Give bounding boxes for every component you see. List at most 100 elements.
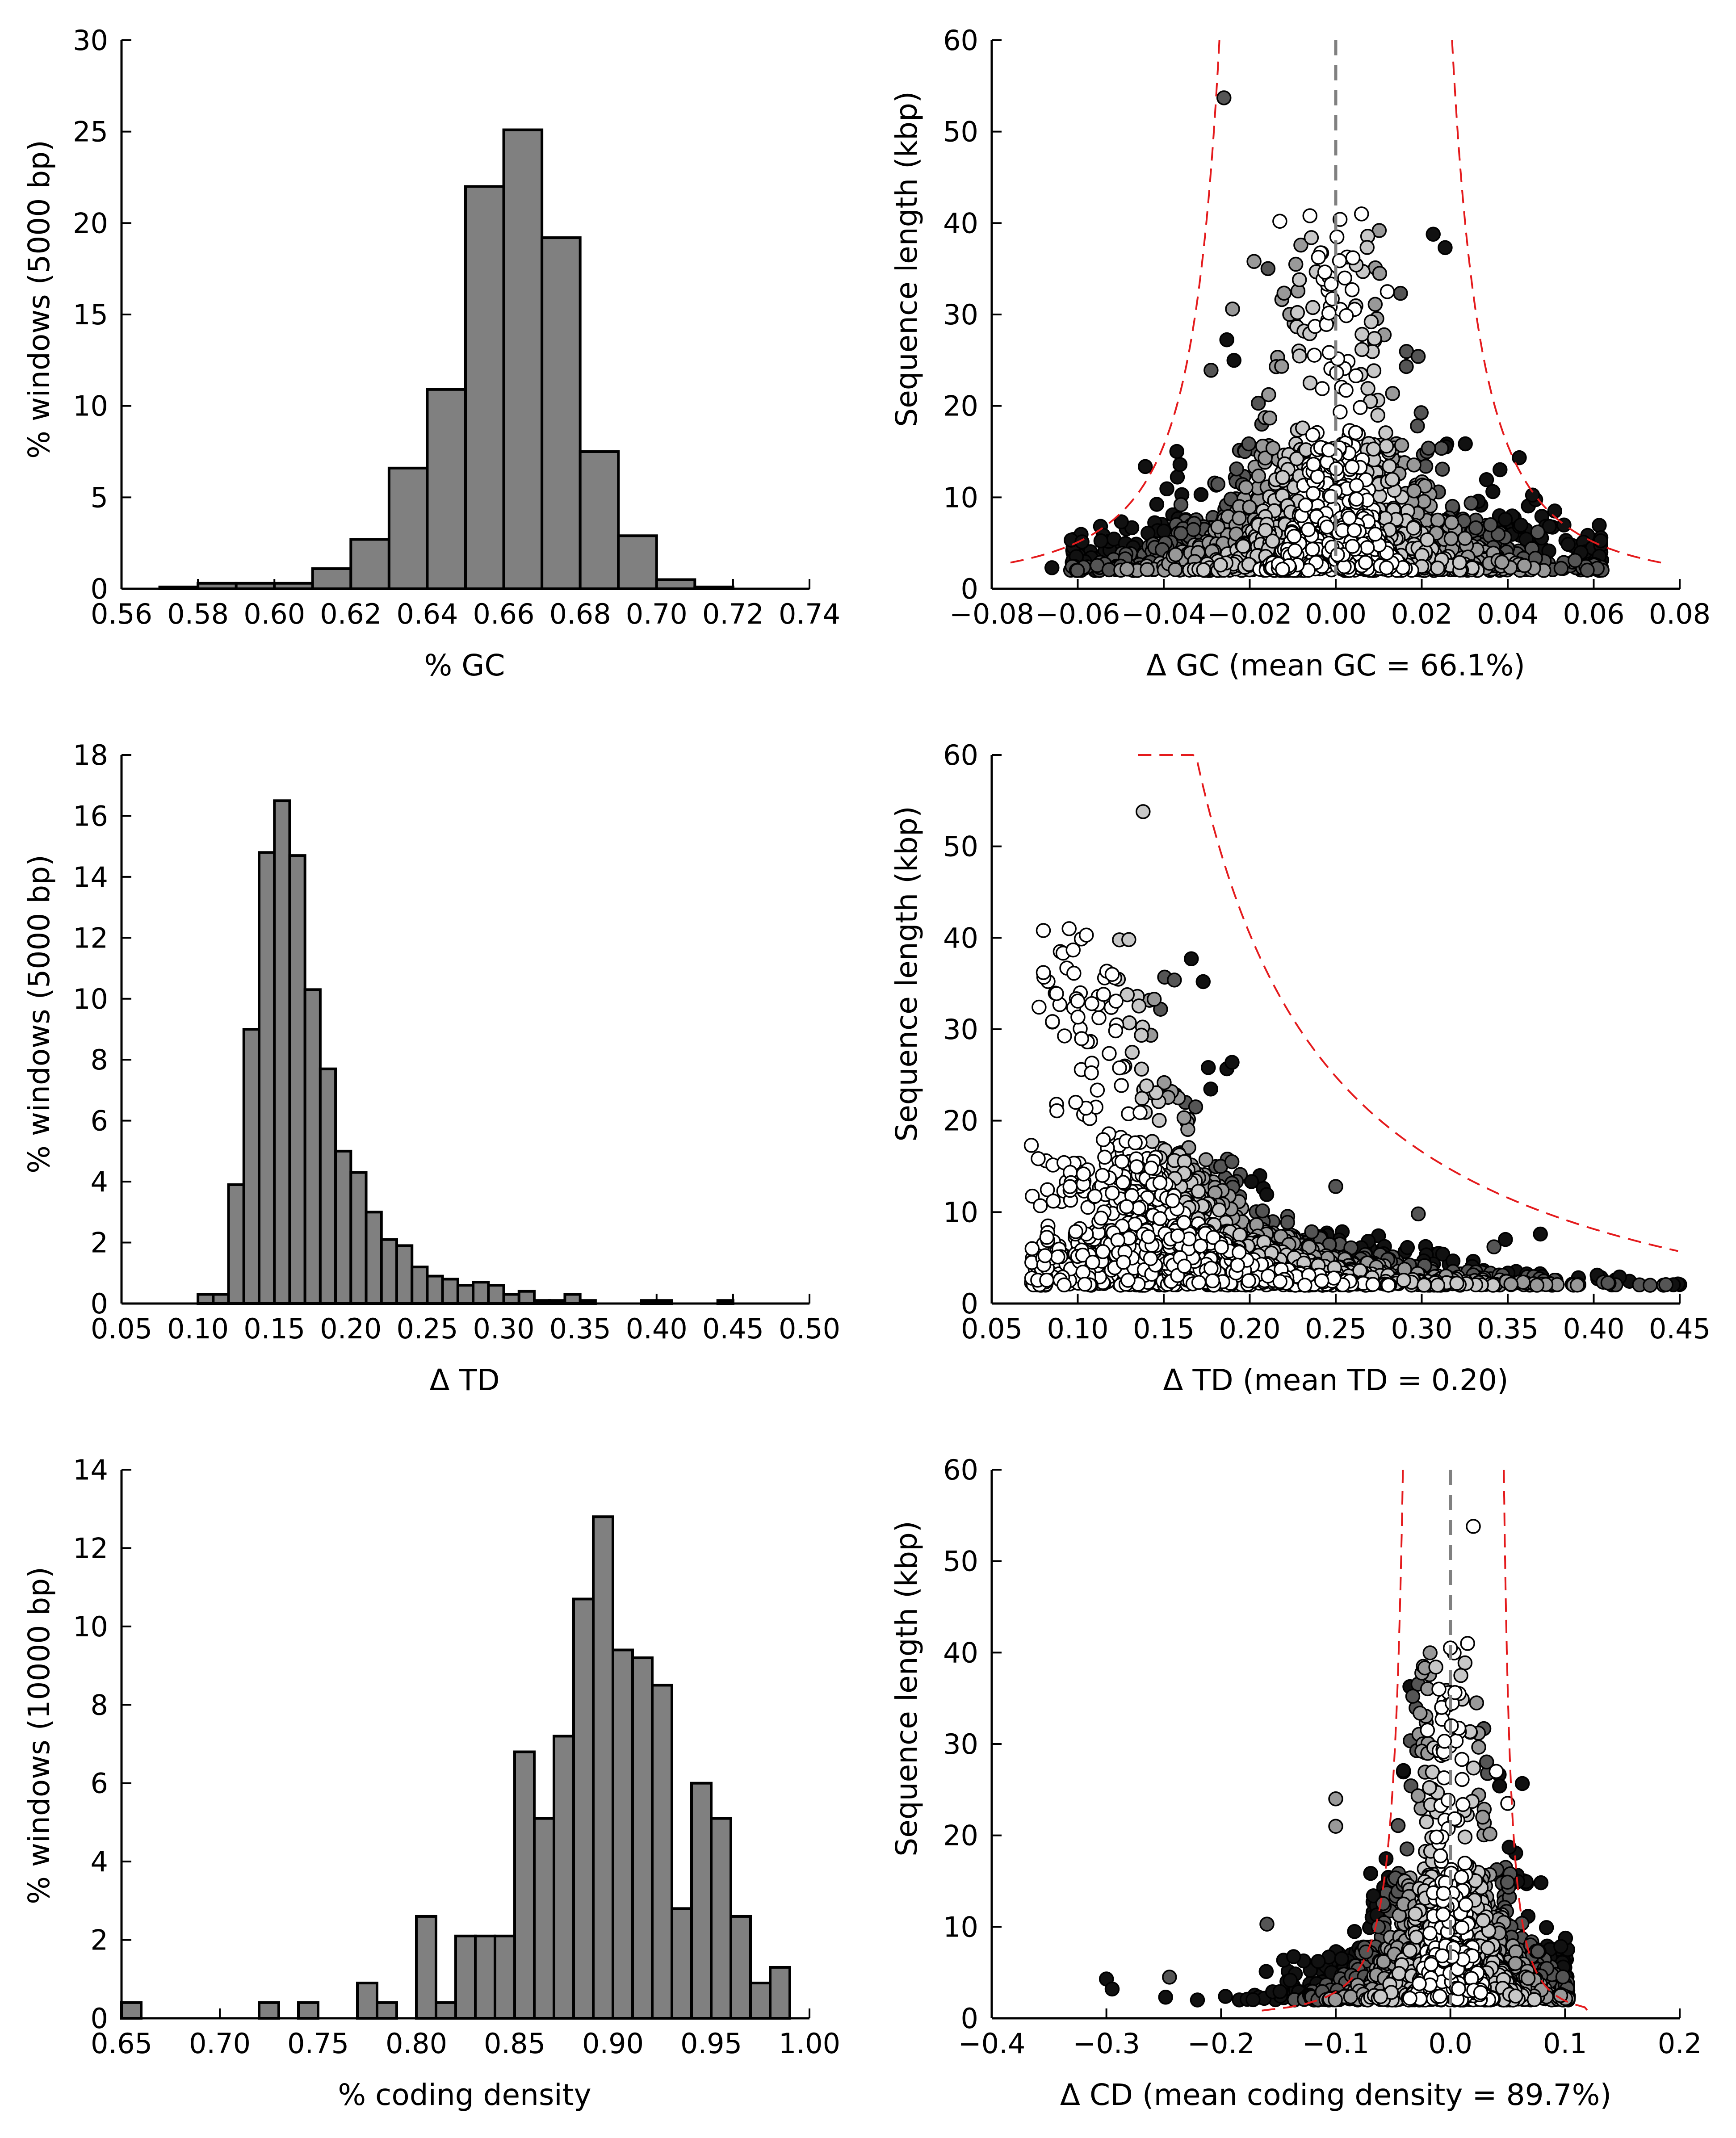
scatter-point xyxy=(1205,1273,1220,1289)
scatter-point xyxy=(1400,1240,1415,1255)
scatter-point xyxy=(1112,1060,1127,1076)
histogram-bar xyxy=(376,2001,398,2020)
scatter-point xyxy=(1493,462,1508,478)
histogram-bar xyxy=(380,1238,398,1305)
x-tick-label: 0.35 xyxy=(1477,1312,1539,1345)
scatter-point xyxy=(1077,1277,1093,1292)
scatter-point xyxy=(1070,994,1086,1009)
scatter-point xyxy=(1076,1166,1091,1182)
scatter-point xyxy=(1658,1277,1673,1292)
scatter-point xyxy=(1482,1826,1497,1842)
scatter-point xyxy=(1600,1275,1616,1291)
scatter-point xyxy=(1486,1239,1501,1254)
scatter-point xyxy=(1203,363,1219,378)
histogram-bar xyxy=(349,1171,368,1305)
y-tick-label: 14 xyxy=(73,861,108,893)
y-tick-label: 8 xyxy=(91,1044,108,1076)
scatter-point xyxy=(1074,534,1090,549)
scatter-point xyxy=(1195,974,1211,989)
x-tick-label: 0.20 xyxy=(320,1312,382,1345)
scatter-point xyxy=(1353,400,1368,415)
y-tick-label: 12 xyxy=(73,922,108,954)
scatter-point xyxy=(1593,533,1608,549)
y-tick-label: 25 xyxy=(73,116,108,148)
y-tick-label: 30 xyxy=(943,298,978,331)
histogram-bar xyxy=(730,1915,752,2020)
scatter-points xyxy=(1023,804,1687,1293)
histogram-bar xyxy=(334,1149,352,1305)
scatter-point xyxy=(1457,531,1472,546)
scatter-point xyxy=(1224,1154,1240,1170)
scatter-point xyxy=(1378,425,1393,440)
scatter-point xyxy=(1310,469,1325,484)
histogram-bar xyxy=(617,534,658,590)
scatter-point xyxy=(1096,987,1111,1002)
scatter-point xyxy=(1328,1179,1343,1194)
histogram-bar xyxy=(441,1278,459,1305)
scatter-point xyxy=(1338,382,1354,398)
scatter-point xyxy=(1338,308,1354,323)
scatter-point xyxy=(1095,1244,1111,1259)
scatter-point xyxy=(1186,522,1201,537)
scatter-point xyxy=(1162,1970,1177,1985)
td-scatter-xlabel: Δ TD (mean TD = 0.20) xyxy=(1163,1363,1508,1397)
scatter-point xyxy=(1214,1240,1229,1255)
x-tick-label: 0.08 xyxy=(1649,598,1711,630)
histogram-bar xyxy=(533,1817,555,2020)
scatter-point xyxy=(1032,999,1047,1015)
scatter-point xyxy=(1529,1278,1545,1293)
scatter-point xyxy=(1084,1065,1099,1081)
histogram-bar xyxy=(710,1817,732,2020)
scatter-point xyxy=(1292,348,1307,364)
y-tick-label: 0 xyxy=(961,573,978,605)
scatter-point xyxy=(1367,526,1383,542)
scatter-point xyxy=(1494,554,1510,570)
scatter-point xyxy=(1314,1273,1329,1288)
scatter-point xyxy=(1366,363,1382,378)
scatter-point xyxy=(1036,965,1051,980)
scatter-point xyxy=(1287,543,1303,558)
scatter-point xyxy=(1422,1645,1438,1660)
histogram-bar xyxy=(472,1281,490,1305)
scatter-point xyxy=(1061,921,1077,936)
x-tick-label: 0.30 xyxy=(473,1312,535,1345)
scatter-point xyxy=(1539,1920,1554,1935)
scatter-point xyxy=(1143,1251,1158,1266)
scatter-point xyxy=(1328,1791,1343,1807)
scatter-point xyxy=(1497,511,1513,527)
scatter-point xyxy=(1413,405,1429,420)
scatter-point xyxy=(1290,305,1305,320)
scatter-point xyxy=(1347,1924,1362,1939)
scatter-point xyxy=(1314,381,1330,396)
scatter-point xyxy=(1533,1226,1548,1242)
histogram-bar xyxy=(311,567,352,591)
scatter-point xyxy=(1393,285,1408,301)
scatter-point xyxy=(1191,1184,1206,1199)
x-tick-label: −0.02 xyxy=(1208,598,1292,630)
y-tick-label: 10 xyxy=(943,481,978,514)
x-tick-label: 0.06 xyxy=(1563,598,1624,630)
histogram-bar xyxy=(502,128,544,590)
scatter-point xyxy=(1302,375,1318,391)
scatter-point xyxy=(1049,986,1064,1001)
scatter-point xyxy=(1381,1278,1396,1293)
scatter-point xyxy=(1091,1010,1107,1026)
scatter-point xyxy=(1306,457,1321,472)
scatter-point xyxy=(1165,1193,1180,1208)
scatter-point xyxy=(1367,331,1382,346)
scatter-point xyxy=(1304,230,1319,245)
x-tick-label: 0.58 xyxy=(167,598,229,630)
scatter-point xyxy=(1321,306,1337,321)
scatter-point xyxy=(1297,1278,1312,1293)
scatter-point xyxy=(1345,539,1360,554)
histogram-bar xyxy=(502,1293,520,1305)
histogram-bar xyxy=(690,1782,713,2020)
scatter-point xyxy=(1385,386,1401,401)
y-tick-label: 50 xyxy=(943,116,978,148)
scatter-point xyxy=(1122,1015,1137,1031)
td-histogram-xlabel: Δ TD xyxy=(429,1363,499,1397)
scatter-point xyxy=(1434,440,1449,456)
gc-scatter-ylabel: Sequence length (kbp) xyxy=(889,91,924,427)
scatter-point xyxy=(1286,1949,1301,1964)
scatter-point xyxy=(1246,254,1262,269)
